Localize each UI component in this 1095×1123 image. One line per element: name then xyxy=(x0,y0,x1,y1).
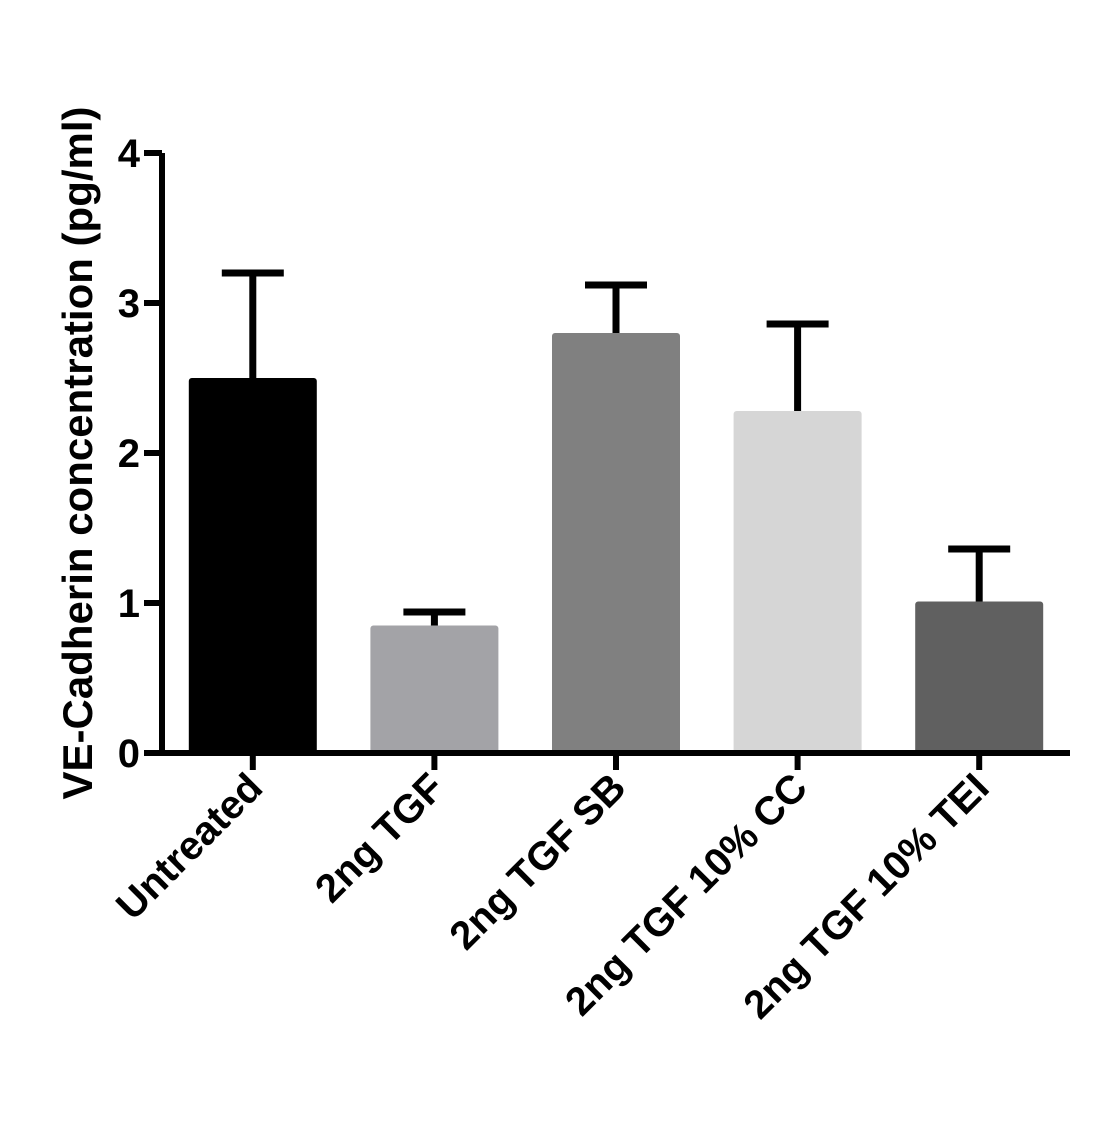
bar-2 xyxy=(552,333,680,753)
y-tick-label-3: 3 xyxy=(118,282,140,326)
y-axis-title: VE-Cadherin concentration (pg/ml) xyxy=(54,106,101,799)
y-tick-label-4: 4 xyxy=(118,132,141,176)
x-tick-label-1: 2ng TGF xyxy=(307,765,453,911)
x-tick-label-0: Untreated xyxy=(108,765,271,928)
x-tick-label-2: 2ng TGF SB xyxy=(441,765,634,958)
bar-1 xyxy=(370,625,499,753)
y-tick-label-2: 2 xyxy=(118,432,140,476)
error-bars-group xyxy=(221,269,1011,626)
bar-0 xyxy=(188,378,317,753)
y-axis: 0 1 2 3 4 xyxy=(118,132,165,776)
bar-3 xyxy=(733,411,862,753)
bar-4 xyxy=(915,601,1044,753)
y-tick-label-1: 1 xyxy=(118,582,140,626)
bars-group xyxy=(188,333,1044,753)
y-tick-label-0: 0 xyxy=(118,732,140,776)
